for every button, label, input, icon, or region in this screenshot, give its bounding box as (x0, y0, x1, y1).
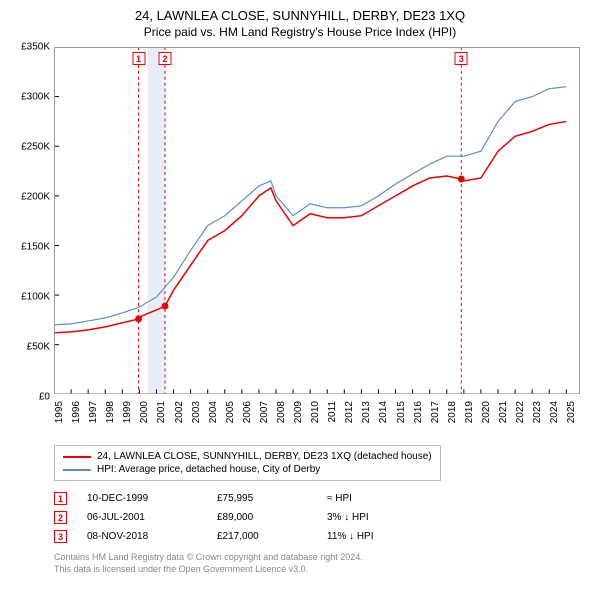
x-tick-label: 1999 (122, 401, 133, 441)
y-tick-label: £150K (12, 242, 50, 253)
x-tick-label: 2024 (549, 401, 560, 441)
x-tick-label: 1998 (105, 401, 116, 441)
chart-container: 24, LAWNLEA CLOSE, SUNNYHILL, DERBY, DE2… (0, 0, 600, 590)
table-price: £75,995 (217, 493, 327, 504)
footer: Contains HM Land Registry data © Crown c… (54, 552, 588, 575)
x-tick-label: 2002 (174, 401, 185, 441)
x-tick-label: 2003 (191, 401, 202, 441)
x-tick-label: 2009 (293, 401, 304, 441)
x-tick-label: 2005 (225, 401, 236, 441)
event-marker-2: 2 (159, 52, 172, 65)
x-tick-label: 2007 (259, 401, 270, 441)
x-tick-label: 2014 (378, 401, 389, 441)
chart-area: £0£50K£100K£150K£200K£250K£300K£350K 123 (54, 47, 580, 397)
x-tick-label: 1996 (71, 401, 82, 441)
footer-line1: Contains HM Land Registry data © Crown c… (54, 552, 588, 564)
table-marker-1: 1 (54, 492, 67, 505)
legend-label: 24, LAWNLEA CLOSE, SUNNYHILL, DERBY, DE2… (97, 451, 432, 462)
table-comparison: ≈ HPI (327, 493, 580, 504)
x-tick-label: 2025 (566, 401, 577, 441)
x-tick-label: 2001 (156, 401, 167, 441)
legend-swatch (63, 469, 91, 471)
x-tick-label: 2008 (276, 401, 287, 441)
x-tick-label: 2023 (532, 401, 543, 441)
table-comparison: 3% ↓ HPI (327, 512, 580, 523)
table-marker-2: 2 (54, 511, 67, 524)
x-tick-label: 2020 (481, 401, 492, 441)
y-tick-label: £200K (12, 192, 50, 203)
chart-title: 24, LAWNLEA CLOSE, SUNNYHILL, DERBY, DE2… (12, 8, 588, 23)
x-tick-label: 2006 (242, 401, 253, 441)
table-date: 06-JUL-2001 (87, 512, 217, 523)
x-tick-label: 2013 (361, 401, 372, 441)
footer-line2: This data is licensed under the Open Gov… (54, 564, 588, 576)
x-tick-label: 2000 (139, 401, 150, 441)
y-axis-labels: £0£50K£100K£150K£200K£250K£300K£350K (12, 47, 50, 397)
table-marker-3: 3 (54, 530, 67, 543)
x-tick-label: 2022 (515, 401, 526, 441)
x-tick-label: 1995 (54, 401, 65, 441)
table-comparison: 11% ↓ HPI (327, 531, 580, 542)
y-tick-label: £50K (12, 342, 50, 353)
y-tick-label: £0 (12, 392, 50, 403)
x-tick-label: 2016 (413, 401, 424, 441)
x-tick-label: 2004 (208, 401, 219, 441)
legend-row: HPI: Average price, detached house, City… (63, 463, 432, 476)
x-tick-label: 2018 (447, 401, 458, 441)
legend: 24, LAWNLEA CLOSE, SUNNYHILL, DERBY, DE2… (54, 445, 441, 481)
y-tick-label: £100K (12, 292, 50, 303)
x-tick-label: 2012 (344, 401, 355, 441)
legend-swatch (63, 456, 91, 458)
table-date: 10-DEC-1999 (87, 493, 217, 504)
event-marker-1: 1 (132, 52, 145, 65)
legend-row: 24, LAWNLEA CLOSE, SUNNYHILL, DERBY, DE2… (63, 450, 432, 463)
table-row: 3 08-NOV-2018£217,00011% ↓ HPI (54, 527, 580, 546)
x-tick-label: 2017 (430, 401, 441, 441)
plot-svg (54, 47, 580, 394)
chart-subtitle: Price paid vs. HM Land Registry's House … (12, 25, 588, 39)
table-price: £217,000 (217, 531, 327, 542)
x-axis-labels: 1995 1996 1997 1998 1999 2000 2001 2002 2003 2004… (54, 397, 580, 439)
y-tick-label: £300K (12, 92, 50, 103)
y-tick-label: £350K (12, 42, 50, 53)
transaction-table: 1 10-DEC-1999£75,995≈ HPI 2 06-JUL-2001£89,… (54, 489, 580, 546)
x-tick-label: 1997 (88, 401, 99, 441)
x-tick-label: 2019 (464, 401, 475, 441)
legend-label: HPI: Average price, detached house, City… (97, 464, 320, 475)
y-tick-label: £250K (12, 142, 50, 153)
table-row: 1 10-DEC-1999£75,995≈ HPI (54, 489, 580, 508)
x-tick-label: 2010 (310, 401, 321, 441)
x-tick-label: 2021 (498, 401, 509, 441)
x-tick-label: 2011 (327, 401, 338, 441)
table-date: 08-NOV-2018 (87, 531, 217, 542)
table-price: £89,000 (217, 512, 327, 523)
table-row: 2 06-JUL-2001£89,0003% ↓ HPI (54, 508, 580, 527)
event-marker-3: 3 (455, 52, 468, 65)
x-tick-label: 2015 (396, 401, 407, 441)
